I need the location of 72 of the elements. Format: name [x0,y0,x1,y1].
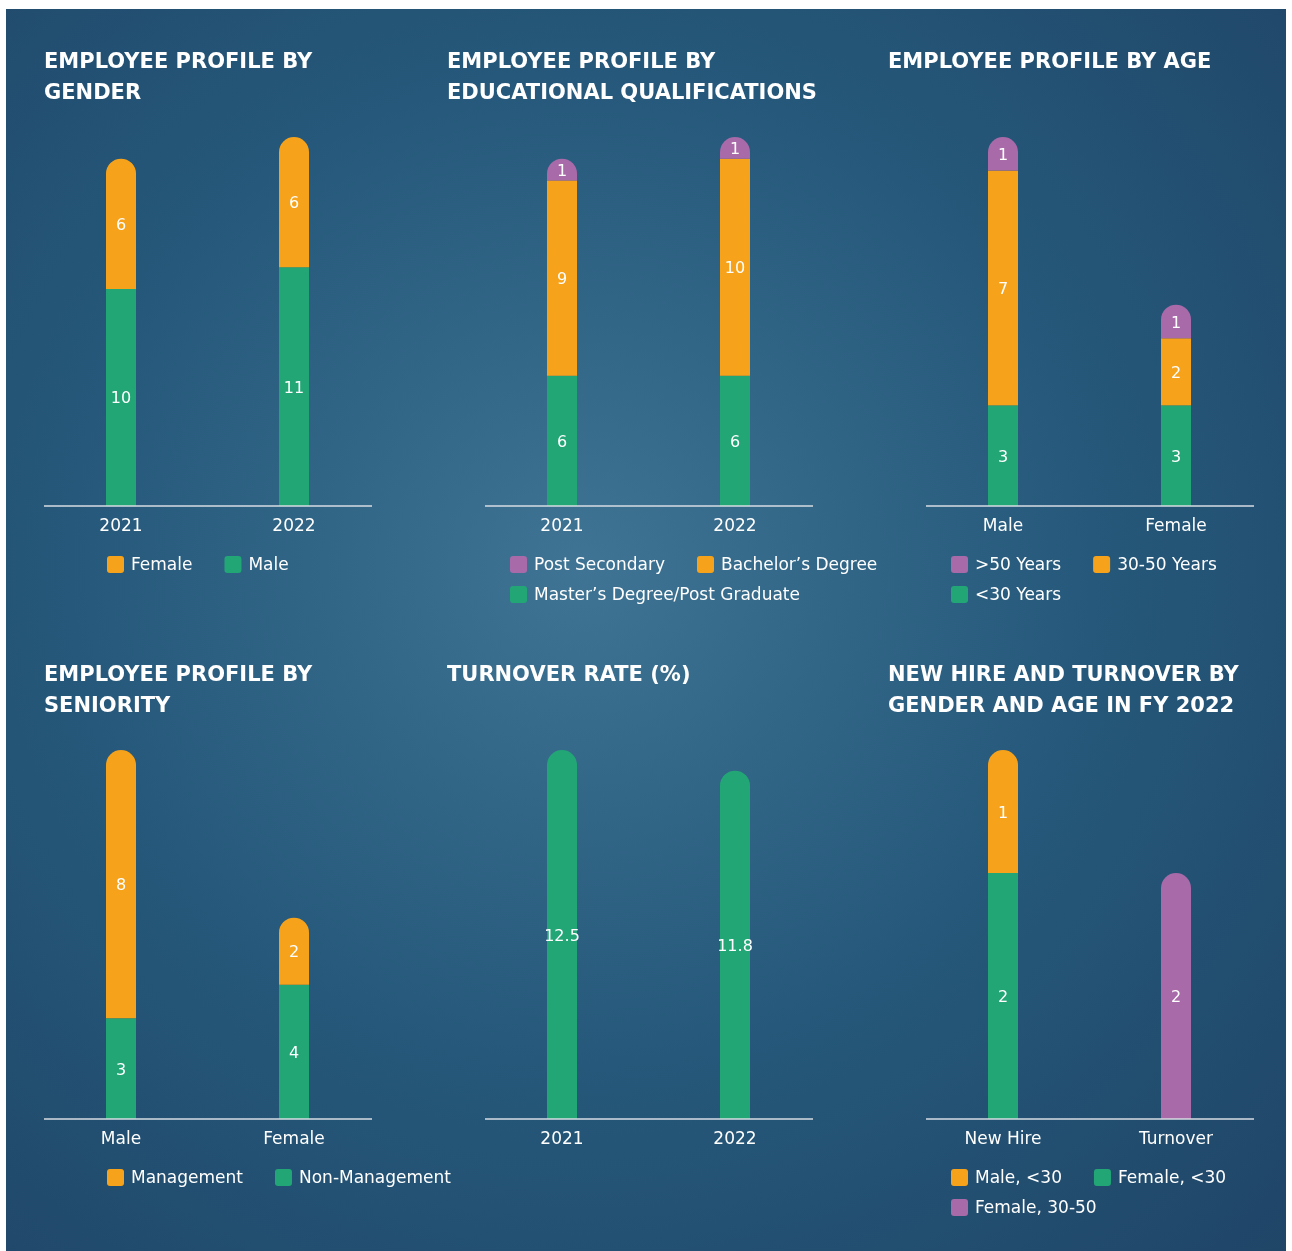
bar [279,137,309,268]
data-label: 3 [115,1059,127,1079]
data-label: 1 [729,138,741,158]
chart-title: EMPLOYEE PROFILE BY AGE [888,49,1212,73]
x-tick-label: 2022 [713,1128,757,1148]
chart-title: EMPLOYEE PROFILE BY SENIORITY [44,662,314,717]
data-label: 2 [997,987,1009,1006]
legend-label: >50 Years [975,554,1062,574]
data-label: 11 [283,377,305,397]
legend-label: Bachelor’s Degree [721,554,878,574]
data-label: 6 [288,193,300,213]
data-label: 9 [556,269,568,289]
bar [547,375,577,506]
x-tick-label: New Hire [964,1128,1042,1148]
data-label: 10 [724,258,746,278]
bar [279,917,309,985]
bar [279,267,309,506]
x-tick-label: 2021 [99,515,143,535]
x-tick-label: 2021 [540,515,584,535]
data-label: 6 [115,214,127,234]
data-label: 2 [288,942,300,962]
legend-label: Male [248,554,289,574]
data-label: 7 [997,278,1009,298]
legend-label: Non-Management [298,1167,452,1187]
bar [720,375,750,506]
data-label: 3 [1170,446,1182,466]
legend-label: Post Secondary [534,554,666,574]
legend-label: Female, <30 [1117,1167,1227,1187]
data-label: 2 [1170,362,1182,382]
legend-label: 30-50 Years [1117,554,1217,574]
legend-label: Male, <30 [975,1167,1062,1187]
bar [106,750,136,1019]
bar [988,405,1018,506]
legend-label: Master’s Degree/Post Graduate [534,584,800,604]
bar [720,158,750,376]
chart-title: EMPLOYEE PROFILE BY EDUCATIONAL QUALIFICATIONS [447,49,817,104]
legend-label: Management [131,1167,244,1187]
x-tick-label: Turnover [1138,1128,1213,1148]
bar [279,984,309,1119]
data-label: 12.5 [544,925,580,945]
data-label: 1 [997,802,1009,822]
bar [106,1018,136,1119]
data-label: 8 [115,875,127,895]
bar [988,170,1018,406]
x-tick-label: 2022 [272,515,316,535]
data-label: 2 [1170,987,1182,1006]
chart-title: TURNOVER RATE (%) [447,662,691,686]
data-label: 3 [997,446,1009,466]
x-tick-label: Female [1145,515,1207,535]
data-label: 1 [556,160,568,180]
legend-label: Female, 30-50 [975,1197,1097,1217]
data-label: 6 [556,431,568,451]
bar [106,288,136,506]
data-label: 4 [288,1042,300,1062]
bar [547,180,577,376]
data-label: 11.8 [717,935,753,955]
bar [1161,338,1191,406]
chart-title: EMPLOYEE PROFILE BY GENDER [44,49,314,104]
data-label: 6 [729,431,741,451]
x-tick-label: 2021 [540,1128,584,1148]
legend-label: Female [131,554,193,574]
bar [106,158,136,289]
data-label: 1 [1170,312,1182,332]
legend-label: <30 Years [975,584,1062,604]
x-tick-label: Female [263,1128,325,1148]
x-tick-label: Male [100,1128,142,1148]
data-label: 1 [997,144,1009,164]
x-tick-label: 2022 [713,515,757,535]
x-tick-label: Male [982,515,1024,535]
bar [1161,405,1191,506]
chart-title: NEW HIRE AND TURNOVER BY GENDER AND AGE IN FY 2022 [888,662,1240,717]
data-label: 10 [110,388,132,408]
